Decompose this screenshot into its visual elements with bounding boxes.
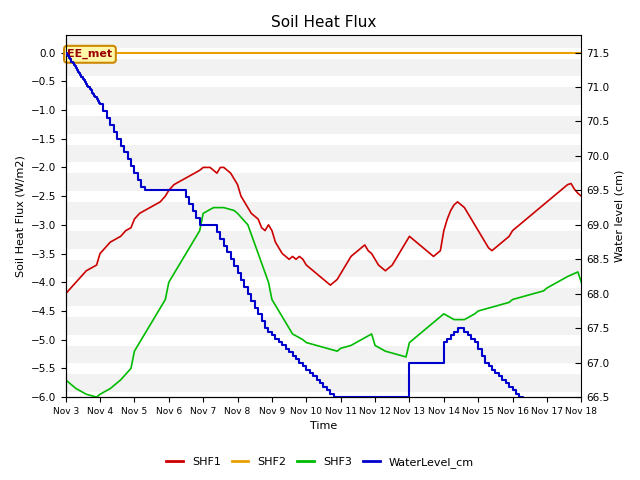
Y-axis label: Soil Heat Flux (W/m2): Soil Heat Flux (W/m2) — [15, 156, 25, 277]
Text: EE_met: EE_met — [67, 49, 113, 60]
Y-axis label: Water level (cm): Water level (cm) — [615, 170, 625, 263]
X-axis label: Time: Time — [310, 421, 337, 432]
Legend: SHF1, SHF2, SHF3, WaterLevel_cm: SHF1, SHF2, SHF3, WaterLevel_cm — [162, 452, 478, 472]
Title: Soil Heat Flux: Soil Heat Flux — [271, 15, 376, 30]
